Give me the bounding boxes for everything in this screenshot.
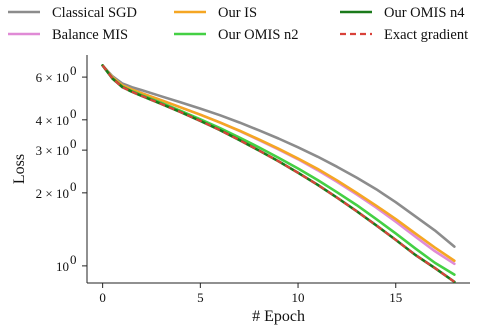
- series-line-exact-gradient: [101, 64, 456, 283]
- legend-label: Our IS: [218, 5, 257, 21]
- x-tick-label: 15: [389, 290, 402, 305]
- y-tick-exponent: 0: [70, 63, 77, 78]
- y-tick-label: 3 × 10: [36, 143, 69, 158]
- legend-label: Our OMIS n2: [218, 27, 299, 43]
- y-tick-label: 10: [56, 259, 69, 274]
- plot-area: [101, 64, 456, 284]
- legend-label: Our OMIS n4: [384, 5, 465, 21]
- y-tick-exponent: 0: [70, 136, 77, 151]
- y-tick-label: 6 × 10: [36, 70, 69, 85]
- legend-item-our-omis-n2: Our OMIS n2: [174, 27, 299, 43]
- y-tick-exponent: 0: [70, 179, 77, 194]
- y-tick-label: 2 × 10: [36, 186, 69, 201]
- axis-titles: # Epoch Loss: [11, 154, 305, 325]
- legend-item-our-omis-n4: Our OMIS n4: [340, 5, 465, 21]
- y-tick-exponent: 0: [70, 252, 77, 267]
- legend-item-our-is: Our IS: [174, 5, 257, 21]
- legend-item-classical-sgd: Classical SGD: [8, 5, 137, 21]
- legend-label: Exact gradient: [384, 27, 468, 43]
- y-tick-exponent: 0: [70, 106, 77, 121]
- series-line-classical-sgd: [101, 64, 456, 248]
- series-line-our-is: [101, 64, 456, 263]
- x-tick-label: 10: [292, 290, 305, 305]
- y-tick-label: 4 × 10: [36, 113, 69, 128]
- legend-item-exact-gradient: Exact gradient: [340, 27, 468, 43]
- legend-label: Balance MIS: [52, 27, 128, 43]
- y-axis-title: Loss: [11, 154, 28, 184]
- x-axis-title: # Epoch: [252, 308, 305, 325]
- legend-label: Classical SGD: [52, 5, 137, 21]
- x-tick-label: 5: [197, 290, 204, 305]
- legend: Classical SGD Balance MIS Our IS Our OMIS n…: [8, 5, 468, 43]
- legend-item-balance-mis: Balance MIS: [8, 27, 128, 43]
- x-tick-label: 0: [99, 290, 106, 305]
